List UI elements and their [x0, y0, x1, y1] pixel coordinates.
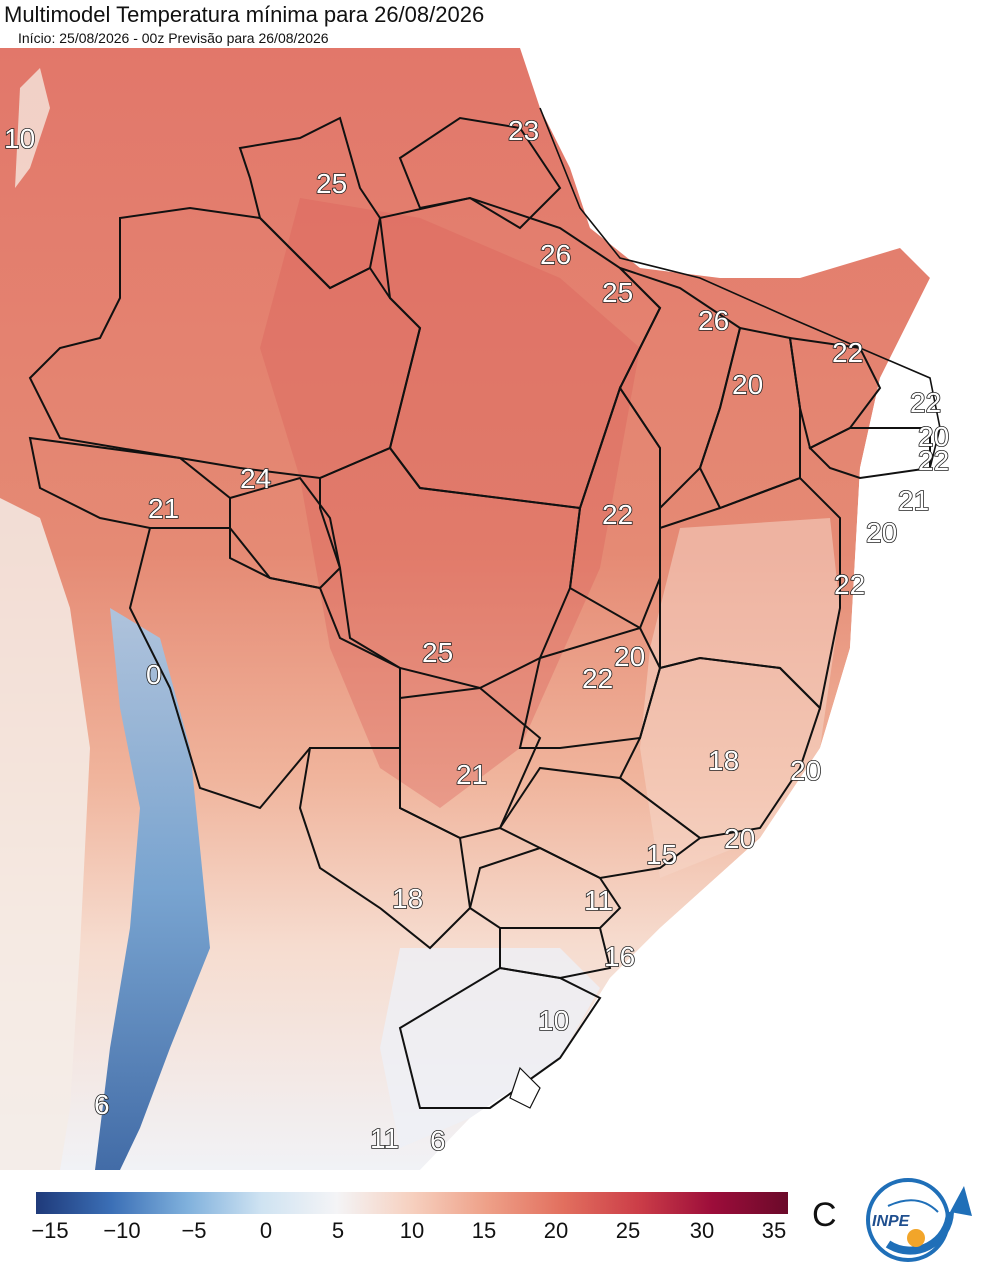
border-paraguay	[298, 747, 472, 950]
temp-label: 20	[614, 641, 645, 672]
temp-label: 25	[602, 277, 633, 308]
colorbar-tick: 30	[689, 1218, 715, 1243]
temp-label: 22	[832, 337, 863, 368]
temp-label: 23	[508, 115, 539, 146]
temp-label: 21	[898, 485, 929, 516]
temp-label: 22	[918, 445, 949, 476]
temp-label: 22	[582, 663, 613, 694]
ocean	[420, 48, 984, 1170]
andes	[95, 608, 210, 1170]
border-mato-grosso	[319, 446, 582, 690]
temp-label: 18	[392, 883, 423, 914]
inpe-logo: INPE	[858, 1172, 978, 1268]
temp-label: 20	[732, 369, 763, 400]
temp-label: 18	[708, 745, 739, 776]
temp-label: 20	[866, 517, 897, 548]
colorbar-tick: 15	[471, 1218, 497, 1243]
border-maranhao	[618, 267, 742, 511]
map-title: Multimodel Temperatura mínima para 26/08…	[4, 2, 485, 27]
border-ne-small	[808, 427, 931, 480]
colorbar-tick: −5	[181, 1218, 207, 1243]
temp-label: 25	[422, 637, 453, 668]
temp-label: 21	[148, 493, 179, 524]
border-amapa	[398, 116, 562, 230]
colorbar-unit: C	[812, 1196, 837, 1234]
border-sc	[499, 927, 612, 980]
colorbar-tick: 35	[761, 1218, 787, 1243]
colorbar-gradient	[36, 1192, 788, 1214]
temp-label: 20	[724, 823, 755, 854]
inpe-logo-text: INPE	[872, 1213, 911, 1230]
temp-label: 20	[790, 755, 821, 786]
temp-label: 22	[834, 569, 865, 600]
temp-label: 11	[584, 885, 613, 916]
temperature-map: 10 25 23 26 25 26 22 20 22 20 22 21 20 2…	[0, 48, 984, 1170]
border-rondonia	[229, 476, 342, 590]
temp-label: 10	[538, 1005, 569, 1036]
colorbar-tick: −10	[103, 1218, 141, 1243]
colorbar-tick: −15	[31, 1218, 69, 1243]
temp-label: 11	[370, 1123, 399, 1154]
border-parana	[468, 846, 622, 929]
temp-label: 21	[456, 759, 487, 790]
temp-label: 22	[910, 387, 941, 418]
temp-label: 0	[146, 659, 162, 690]
temp-label: 16	[604, 941, 635, 972]
cool-south	[380, 948, 600, 1148]
border-roraima	[238, 116, 382, 290]
map-subtitle: Início: 25/08/2026 - 00z Previsão para 2…	[18, 30, 329, 46]
temp-label: 6	[430, 1125, 446, 1156]
colorbar-tick: 20	[543, 1218, 569, 1243]
colorbar-tick: 10	[399, 1218, 425, 1243]
temperature-labels: 10 25 23 26 25 26 22 20 22 20 22 21 20 2…	[3, 114, 950, 1157]
colorbar: −15 −10 −5 0 5 10 15 20 25 30 35	[31, 1190, 788, 1250]
border-rs	[398, 966, 602, 1109]
temp-label: 6	[94, 1089, 110, 1120]
colorbar-tick: 0	[259, 1218, 273, 1243]
temp-label: 26	[698, 305, 729, 336]
pacific-coast	[0, 498, 90, 1170]
land-field	[0, 48, 984, 1170]
cool-east	[640, 518, 840, 878]
temp-label: 24	[240, 463, 271, 494]
temp-label: 25	[316, 168, 347, 199]
colorbar-tick: 25	[615, 1218, 641, 1243]
temp-label: 10	[4, 123, 35, 154]
temp-label: 20	[918, 421, 949, 452]
temp-label: 15	[646, 839, 677, 870]
temp-label: 22	[602, 499, 633, 530]
temp-label: 26	[540, 239, 571, 270]
colorbar-tick: 5	[331, 1218, 345, 1243]
